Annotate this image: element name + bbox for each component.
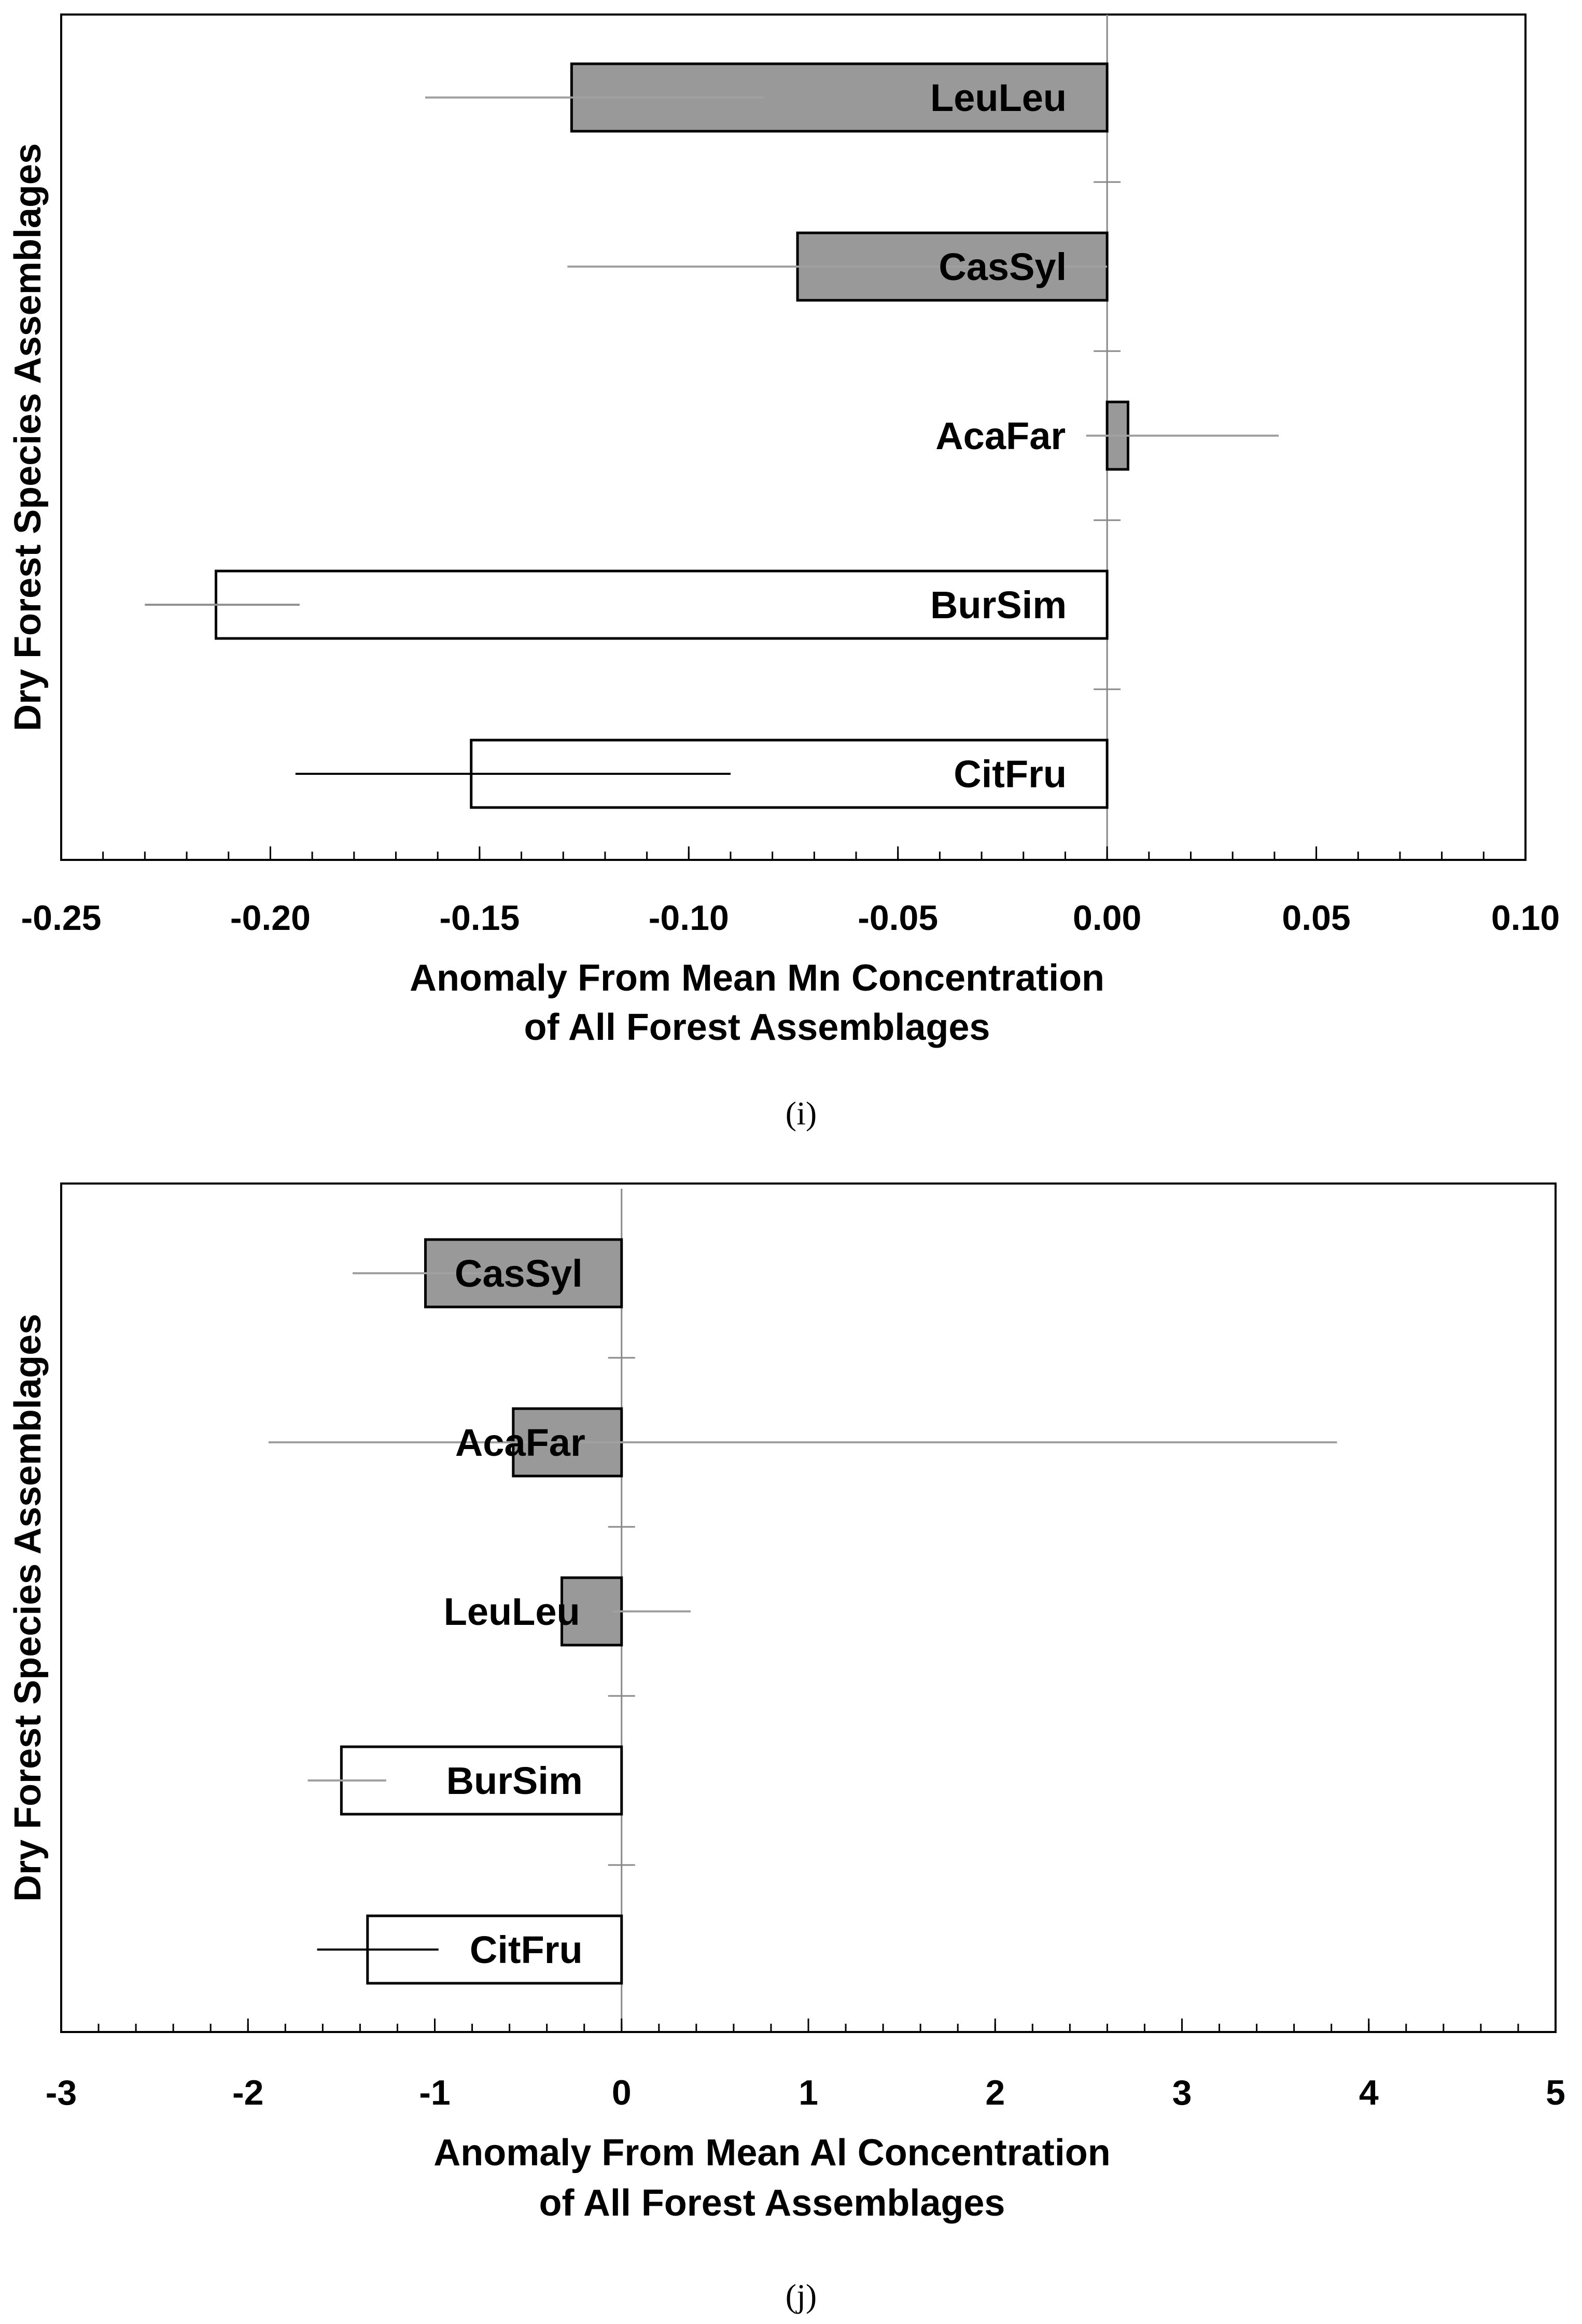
- x-tick-label: 0.10: [1491, 898, 1560, 938]
- x-tick-label: -0.10: [649, 898, 729, 938]
- x-axis-title-line1: Anomaly From Mean Mn Concentration: [410, 957, 1104, 999]
- bar-label: CitFru: [954, 753, 1067, 796]
- x-tick-label: 4: [1359, 2073, 1379, 2112]
- x-tick-label: 1: [799, 2073, 818, 2112]
- x-axis-title-line2: of All Forest Assemblages: [539, 2182, 1005, 2224]
- x-tick-label: -0.05: [858, 898, 938, 938]
- panel-label: (j): [786, 2277, 817, 2314]
- bar-label: AcaFar: [935, 414, 1066, 457]
- bar-label: AcaFar: [455, 1421, 585, 1464]
- x-tick-label: -0.15: [439, 898, 520, 938]
- bar: [215, 569, 1109, 640]
- bar-label: BurSim: [446, 1759, 583, 1802]
- x-axis-title-line2: of All Forest Assemblages: [524, 1007, 990, 1048]
- x-tick-label: -3: [46, 2073, 77, 2112]
- x-tick-label: 3: [1172, 2073, 1192, 2112]
- x-tick-label: -1: [419, 2073, 450, 2112]
- x-tick-label: -2: [232, 2073, 263, 2112]
- x-tick-label: 0: [612, 2073, 632, 2112]
- x-axis-title-line1: Anomaly From Mean Al Concentration: [433, 2132, 1110, 2174]
- x-tick-label: -0.20: [230, 898, 311, 938]
- bar-label: LeuLeu: [444, 1590, 580, 1633]
- bar-label: CitFru: [470, 1928, 583, 1971]
- bar-label: CasSyl: [939, 245, 1067, 288]
- x-tick-label: -0.25: [21, 898, 102, 938]
- bar: [424, 1238, 623, 1309]
- bar: [560, 1576, 623, 1647]
- panel-i-mn-chart: -0.25 -0.20 -0.15 -0.10 -0.05 0.00 0.05 0.10 Leu…: [7, 13, 1560, 1132]
- bar-label: CasSyl: [455, 1252, 583, 1295]
- panel-label: (i): [786, 1095, 817, 1132]
- plot-frame: [60, 13, 1527, 861]
- x-tick-label: 0.00: [1073, 898, 1141, 938]
- x-tick-label: 0.05: [1282, 898, 1350, 938]
- y-axis-title: Dry Forest Species Assemblages: [7, 143, 49, 731]
- x-tick-label: 2: [985, 2073, 1005, 2112]
- y-axis-title: Dry Forest Species Assemblages: [7, 1314, 49, 1902]
- bar: [340, 1745, 623, 1816]
- bar-label: BurSim: [930, 583, 1067, 627]
- bar-label: LeuLeu: [930, 76, 1067, 119]
- panel-j-al-chart: -3 -2 -1 0 1 2 3 4 5 CasSyl AcaFar LeuLeu BurSim CitF…: [7, 1182, 1565, 2314]
- x-tick-label: 5: [1546, 2073, 1565, 2112]
